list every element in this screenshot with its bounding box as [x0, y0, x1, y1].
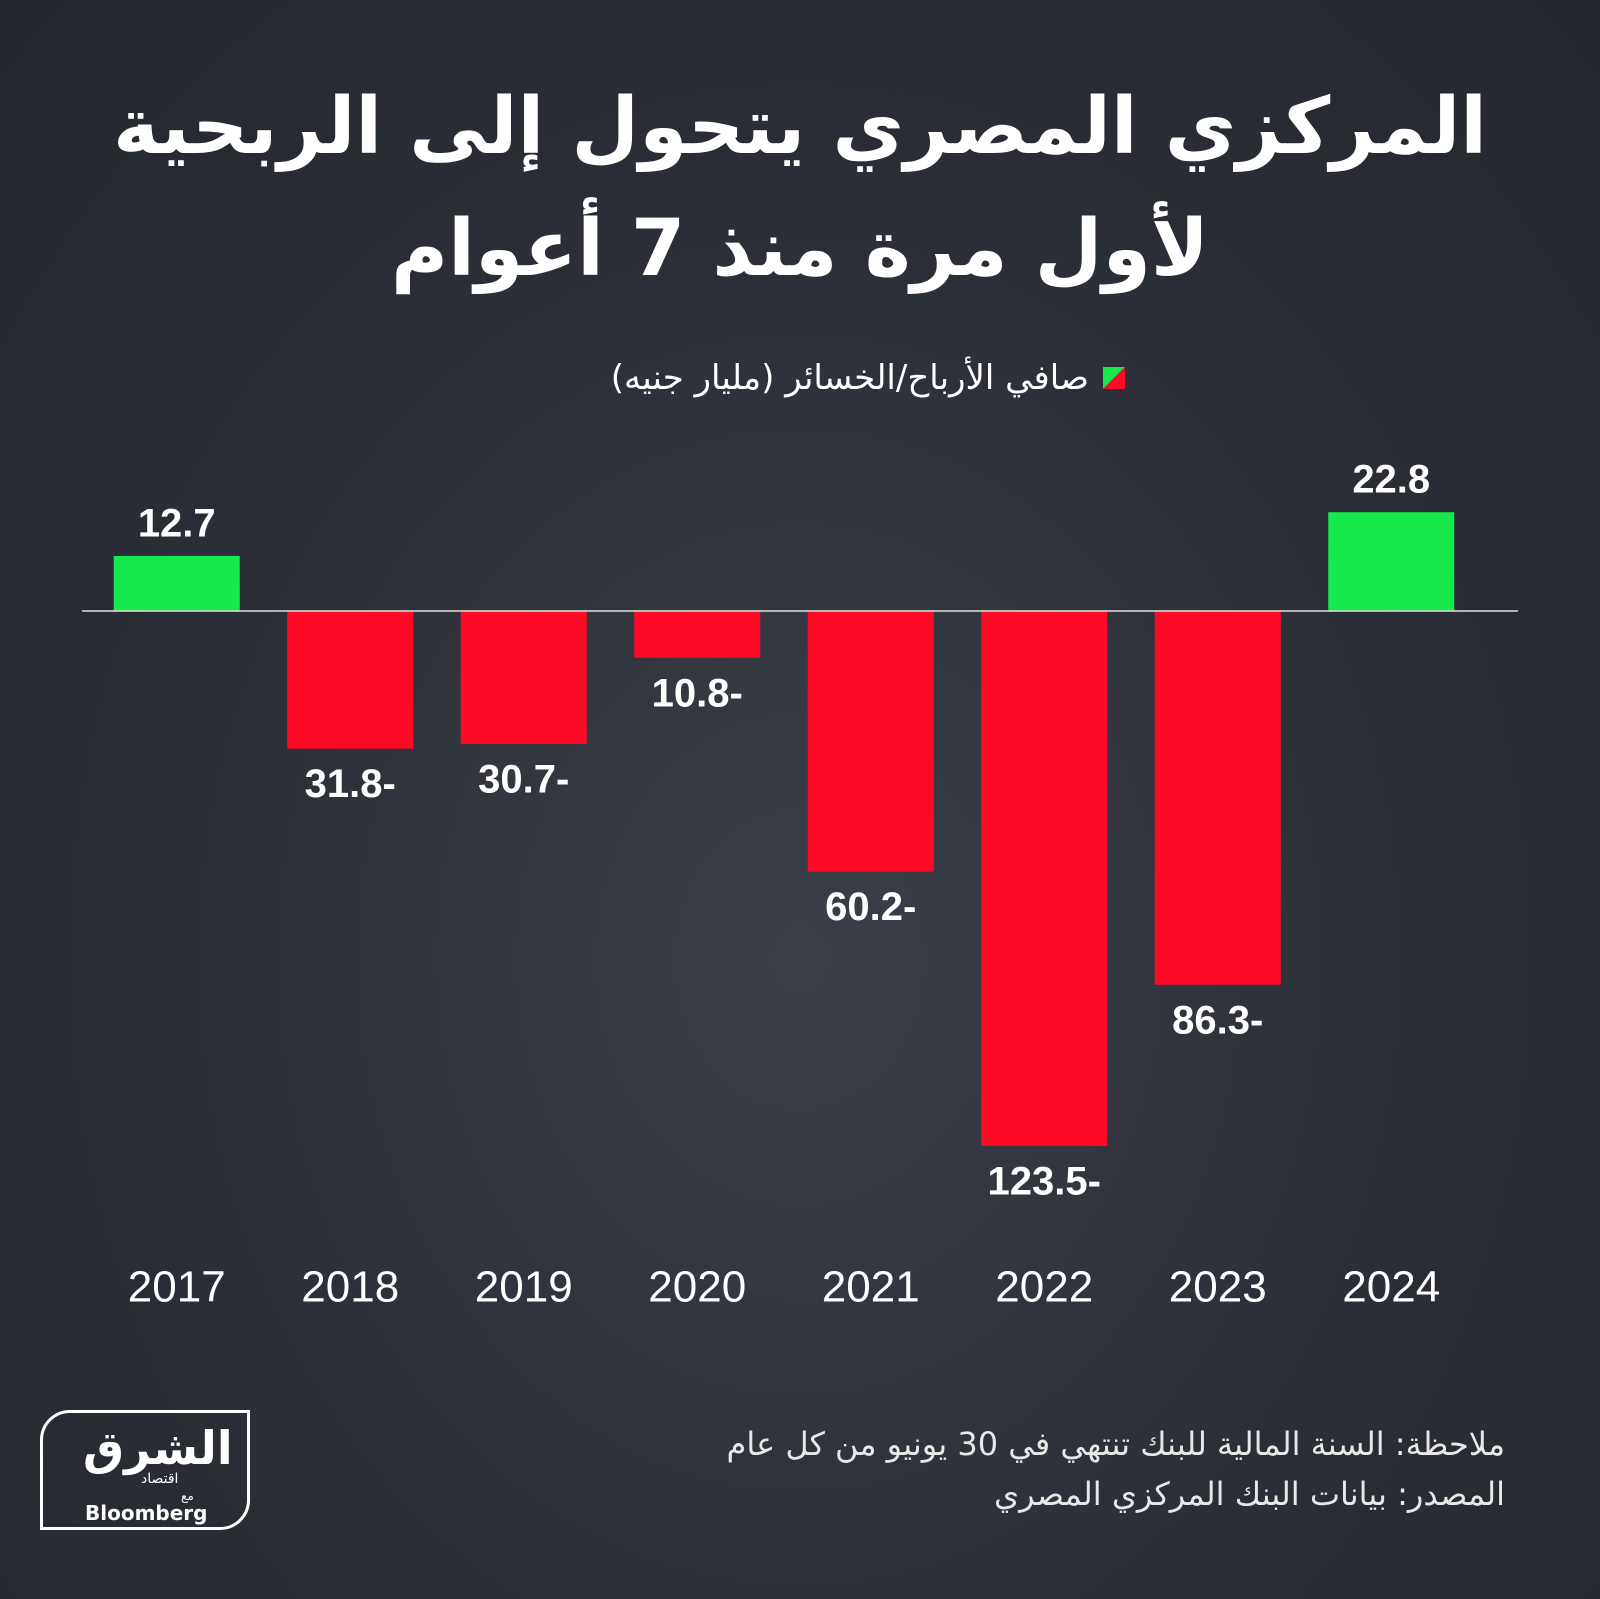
value-label: 60.2-	[825, 885, 916, 929]
bar	[1328, 512, 1455, 611]
bar	[287, 610, 414, 749]
chart-title: لأول مرة منذ 7 أعوام	[390, 204, 1210, 294]
value-label: 123.5-	[988, 1159, 1101, 1203]
x-tick-label: 2017	[128, 1263, 226, 1312]
bar	[981, 610, 1108, 1146]
value-label: 86.3-	[1172, 998, 1263, 1042]
x-tick-label: 2021	[822, 1263, 920, 1312]
logo-name: الشرق	[83, 1421, 233, 1475]
bar	[634, 610, 761, 658]
source: المصدر: بيانات البنك المركزي المصري	[994, 1475, 1505, 1513]
value-label: 12.7	[138, 501, 216, 545]
x-tick-label: 2018	[301, 1263, 399, 1312]
legend-label: صافي الأرباح/الخسائر (مليار جنيه)	[610, 358, 1089, 398]
legend: صافي الأرباح/الخسائر (مليار جنيه)	[611, 358, 1125, 398]
x-tick-label: 2019	[475, 1263, 573, 1312]
logo-with: مع	[181, 1489, 194, 1503]
bar	[807, 610, 934, 872]
x-tick-label: 2022	[995, 1263, 1093, 1312]
bar	[460, 610, 587, 744]
bar	[1154, 610, 1281, 985]
value-label: 31.8-	[305, 762, 396, 806]
value-label: 30.7-	[478, 757, 569, 801]
legend-icon	[1103, 367, 1125, 389]
logo-partner: Bloomberg	[85, 1501, 208, 1525]
x-tick-label: 2020	[648, 1263, 746, 1312]
x-tick-label: 2023	[1169, 1263, 1267, 1312]
x-tick-label: 2024	[1342, 1263, 1440, 1312]
note: ملاحظة: السنة المالية للبنك تنتهي في 30 …	[726, 1425, 1505, 1463]
logo-sub: اقتصاد	[141, 1471, 179, 1487]
chart-title: المركزي المصري يتحول إلى الربحية	[112, 82, 1488, 172]
value-label: 10.8-	[652, 671, 743, 715]
value-label: 22.8	[1352, 458, 1430, 502]
bar	[113, 555, 240, 611]
logo: الشرق اقتصاد مع Bloomberg	[40, 1410, 250, 1530]
